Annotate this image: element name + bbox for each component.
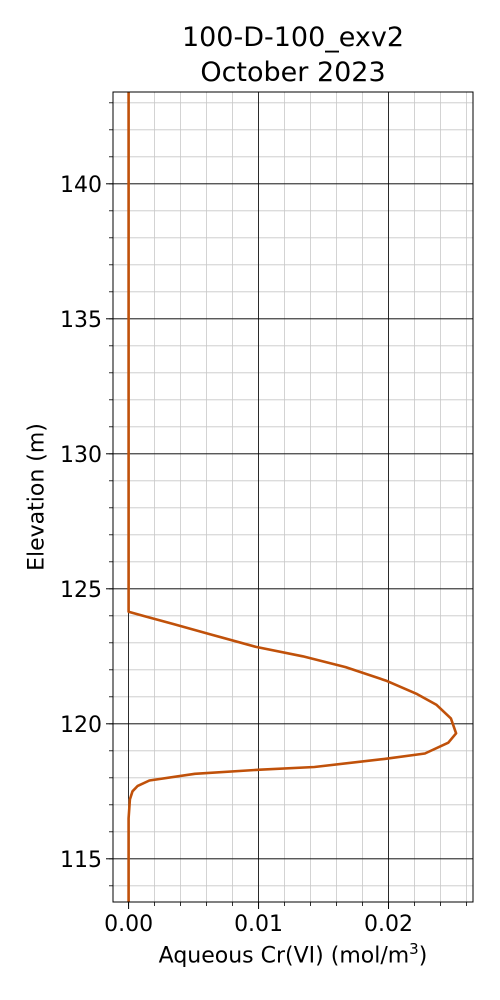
y-tick-label: 115 — [60, 848, 102, 873]
x-tick-label: 0.00 — [104, 912, 153, 937]
y-axis-label: Elevation (m) — [24, 423, 50, 571]
y-tick-label: 140 — [60, 173, 102, 198]
x-axis-label-superscript: 3 — [409, 940, 419, 958]
chart-title-line-1: 100-D-100_exv2 — [181, 22, 405, 53]
x-axis-label-prefix: Aqueous Cr(VI) (mol/m — [158, 943, 410, 969]
chart-title-line-2: October 2023 — [200, 57, 386, 88]
plot-frame — [112, 91, 474, 903]
x-tick-label: 0.01 — [234, 912, 283, 937]
y-tick-label: 135 — [60, 308, 102, 333]
y-tick-label: 120 — [60, 713, 102, 738]
x-axis-label-suffix: ) — [418, 943, 428, 969]
x-axis-label: Aqueous Cr(VI) (mol/m3) — [113, 940, 473, 968]
y-tick-label: 125 — [60, 578, 102, 603]
y-tick-label: 130 — [60, 443, 102, 468]
series-line — [127, 92, 458, 902]
x-tick-label: 0.02 — [364, 912, 413, 937]
